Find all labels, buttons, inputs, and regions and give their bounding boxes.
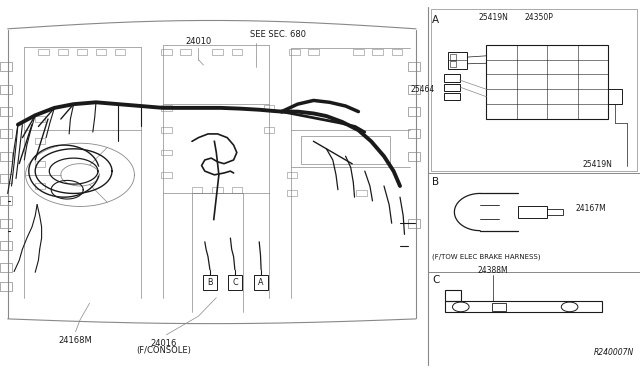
Bar <box>445 301 602 312</box>
Bar <box>264 127 274 133</box>
Bar <box>35 138 45 144</box>
Text: 24010: 24010 <box>185 38 212 46</box>
Text: R240007N: R240007N <box>593 348 634 357</box>
Bar <box>408 152 420 161</box>
Bar <box>264 105 274 111</box>
Text: (F/CONSOLE): (F/CONSOLE) <box>136 346 191 355</box>
Bar <box>353 49 364 55</box>
Bar <box>444 74 460 82</box>
Bar <box>161 49 172 55</box>
Bar <box>96 49 106 55</box>
Bar <box>58 49 68 55</box>
Bar <box>450 61 456 67</box>
Bar <box>180 49 191 55</box>
Bar <box>518 206 547 218</box>
Text: A: A <box>259 278 264 287</box>
Bar <box>392 49 402 55</box>
Bar <box>0 62 12 71</box>
Bar <box>486 45 608 119</box>
Bar <box>35 183 45 189</box>
Text: 25464: 25464 <box>411 85 435 94</box>
Text: (F/TOW ELEC BRAKE HARNESS): (F/TOW ELEC BRAKE HARNESS) <box>432 253 541 260</box>
Bar <box>408 129 420 138</box>
Bar <box>228 275 242 290</box>
Bar <box>0 241 12 250</box>
Bar <box>161 172 172 178</box>
Bar <box>287 172 297 178</box>
Text: 24167M: 24167M <box>576 204 607 213</box>
Bar <box>0 107 12 116</box>
Text: 24016: 24016 <box>150 339 177 347</box>
Bar <box>301 136 390 164</box>
Bar <box>0 152 12 161</box>
Bar <box>232 49 242 55</box>
Text: SEE SEC. 680: SEE SEC. 680 <box>250 30 306 39</box>
Bar <box>448 52 467 69</box>
Bar <box>356 190 367 196</box>
Text: 24388M: 24388M <box>477 266 508 275</box>
Bar <box>35 161 45 167</box>
Bar <box>547 209 563 215</box>
Bar <box>431 9 637 171</box>
Bar <box>608 89 622 104</box>
Bar <box>450 54 456 60</box>
Bar <box>492 303 506 311</box>
Text: 25419N: 25419N <box>479 13 509 22</box>
Bar <box>0 174 12 183</box>
Bar <box>254 275 268 290</box>
Bar <box>0 263 12 272</box>
Bar <box>287 190 297 196</box>
Bar <box>444 93 460 100</box>
Bar <box>408 107 420 116</box>
Text: B: B <box>207 278 212 287</box>
Text: 25419N: 25419N <box>582 160 612 169</box>
Bar <box>77 49 87 55</box>
Bar <box>0 219 12 228</box>
Bar <box>212 187 223 193</box>
Bar <box>161 105 172 111</box>
Bar <box>212 49 223 55</box>
Text: B: B <box>432 177 439 187</box>
Bar <box>161 150 172 155</box>
Bar <box>0 196 12 205</box>
Bar <box>203 275 217 290</box>
Text: A: A <box>432 15 439 25</box>
Bar <box>115 49 125 55</box>
Bar <box>308 49 319 55</box>
Text: C: C <box>432 275 440 285</box>
Bar <box>0 129 12 138</box>
Bar <box>289 49 300 55</box>
Bar <box>0 282 12 291</box>
Bar <box>372 49 383 55</box>
Text: 24350P: 24350P <box>525 13 554 22</box>
Bar <box>232 187 242 193</box>
Bar <box>35 116 45 122</box>
Text: C: C <box>232 278 237 287</box>
Bar <box>38 49 49 55</box>
Bar <box>192 187 202 193</box>
Bar <box>408 219 420 228</box>
Bar <box>161 127 172 133</box>
Bar <box>408 62 420 71</box>
Bar <box>0 85 12 94</box>
Bar <box>445 290 461 301</box>
Bar <box>408 85 420 94</box>
Text: 24168M: 24168M <box>59 336 92 344</box>
Bar <box>444 84 460 91</box>
